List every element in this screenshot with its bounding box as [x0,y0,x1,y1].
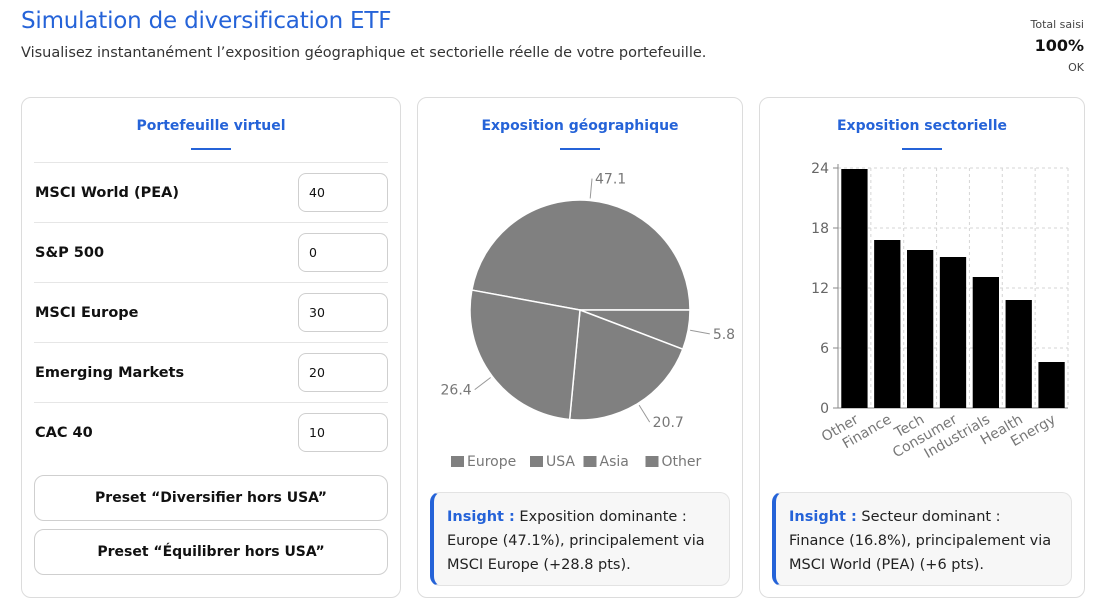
portfolio-row: CAC 40 [34,402,388,462]
etf-label: Emerging Markets [35,364,185,381]
bar-finance [874,240,901,408]
etf-label: S&P 500 [35,244,105,261]
etf-label: MSCI Europe [35,304,139,321]
y-tick-label: 0 [820,401,829,417]
y-tick-label: 6 [820,341,829,357]
pie-slice-other [469,289,581,421]
pie-slice-asia [568,308,684,421]
geo-insight: Insight : Exposition dominante : Europe … [430,492,730,586]
preset-balance-button[interactable]: Preset “Équilibrer hors USA” [34,529,388,575]
bar-consumer [939,257,967,408]
geo-title: Exposition géographique [481,118,679,134]
pie-value-label: 20.7 [653,415,684,431]
total-label: Total saisi [1030,18,1084,31]
portfolio-row: Emerging Markets [34,342,388,402]
total-value: 100% [1034,36,1084,55]
total-status: OK [1068,61,1084,74]
bar-health [1005,300,1032,408]
y-tick-label: 12 [811,281,829,297]
geo-pie-chart: 47.1 5.8 20.7 26.4 Europe USA Asia Other [441,172,736,470]
pie-slice-europe [470,199,691,311]
etf-weight-input[interactable] [298,293,388,332]
etf-weight-input[interactable] [298,413,388,452]
geo-card: Exposition géographique 47.1 5.8 20.7 26.4 E… [417,97,743,598]
etf-weight-input[interactable] [298,353,388,392]
portfolio-rows: MSCI World (PEA) S&P 500 MSCI Europe Eme… [34,162,388,462]
portfolio-row: MSCI World (PEA) [34,162,388,222]
title-underline [191,148,231,150]
legend-label: USA [546,454,575,470]
pie-label-leader [474,377,491,390]
pie-value-label: 5.8 [713,327,735,343]
page-title: Simulation de diversification ETF [21,8,392,34]
y-tick-label: 24 [811,161,829,177]
pie-label-leader [638,404,651,423]
preset-diversify-button[interactable]: Preset “Diversifier hors USA” [34,475,388,521]
pie-label-leader [589,178,593,199]
legend-label: Europe [467,454,516,470]
sector-card: Exposition sectorielle 0 6 12 18 24 Other Fina… [759,97,1085,598]
bar-tech [907,250,934,408]
insight-text: Secteur dominant : Finance (16.8%), prin… [789,509,1052,573]
legend-swatch [530,456,543,467]
etf-label: CAC 40 [35,424,93,441]
title-underline [902,148,942,150]
legend-swatch [583,456,597,467]
legend-label: Other [662,454,702,470]
etf-label: MSCI World (PEA) [35,184,179,201]
insight-key: Insight : [447,509,515,525]
sector-insight: Insight : Secteur dominant : Finance (16… [772,492,1072,586]
title-underline [560,148,600,150]
portfolio-row: MSCI Europe [34,282,388,342]
portfolio-title: Portefeuille virtuel [136,118,286,134]
page-subtitle: Visualisez instantanément l’exposition g… [21,45,707,61]
insight-key: Insight : [789,509,857,525]
portfolio-card: Portefeuille virtuel MSCI World (PEA) S&… [21,97,401,598]
bar-energy [1038,362,1065,408]
legend-label: Asia [600,454,629,470]
total-summary: Total saisi 100% OK [1030,18,1084,74]
sector-bar-chart: 06121824OtherFinanceTechConsumerIndustri… [811,161,1069,462]
pie-value-label: 47.1 [595,172,626,188]
bar-other [841,169,868,408]
pie-label-leader [690,329,710,335]
legend-swatch [451,456,464,467]
pie-value-label: 26.4 [441,383,472,399]
legend-swatch [645,456,659,467]
bar-industrials [972,277,999,408]
portfolio-row: S&P 500 [34,222,388,282]
sector-title: Exposition sectorielle [836,118,1008,134]
y-tick-label: 18 [811,221,829,237]
insight-text: Exposition dominante : Europe (47.1%), p… [447,509,705,573]
etf-weight-input[interactable] [298,173,388,212]
etf-weight-input[interactable] [298,233,388,272]
